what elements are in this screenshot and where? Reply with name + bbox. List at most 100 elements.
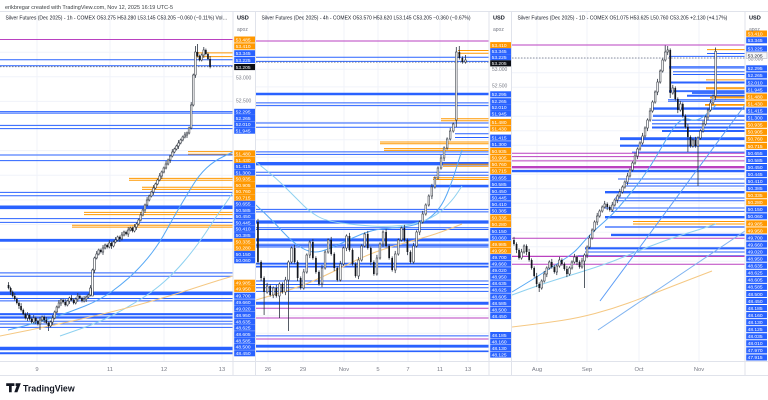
- svg-text:51.415: 51.415: [492, 136, 507, 142]
- svg-text:48.185: 48.185: [748, 306, 763, 312]
- svg-text:49.985: 49.985: [492, 242, 507, 248]
- svg-text:52.500: 52.500: [492, 84, 508, 90]
- svg-text:49.660: 49.660: [492, 262, 507, 268]
- svg-text:52.500: 52.500: [236, 99, 252, 105]
- svg-text:53.205: 53.205: [236, 65, 251, 71]
- svg-text:48.635: 48.635: [236, 319, 251, 325]
- svg-text:50.060: 50.060: [236, 258, 251, 264]
- svg-text:50.385: 50.385: [748, 186, 763, 192]
- svg-text:51.945: 51.945: [236, 129, 251, 135]
- svg-text:53.225: 53.225: [748, 46, 763, 52]
- svg-text:48.585: 48.585: [492, 301, 507, 307]
- svg-text:53.345: 53.345: [748, 38, 763, 44]
- svg-text:48.605: 48.605: [492, 294, 507, 300]
- svg-text:48.160: 48.160: [492, 339, 507, 345]
- svg-text:48.605: 48.605: [748, 278, 763, 284]
- svg-text:50.760: 50.760: [748, 137, 763, 143]
- svg-text:50.060: 50.060: [748, 214, 763, 220]
- svg-text:USD: USD: [237, 16, 249, 22]
- svg-text:48.500: 48.500: [748, 292, 763, 298]
- svg-text:52.010: 52.010: [236, 122, 251, 128]
- svg-text:50.585: 50.585: [492, 182, 507, 188]
- svg-text:Nov: Nov: [339, 367, 349, 373]
- svg-text:49.700: 49.700: [492, 255, 507, 261]
- svg-text:50.585: 50.585: [236, 208, 251, 214]
- svg-text:50.410: 50.410: [748, 179, 763, 185]
- svg-text:52.265: 52.265: [492, 99, 507, 105]
- svg-text:erikbregar created with Tradin: erikbregar created with TradingView.com,…: [5, 5, 173, 11]
- svg-text:USD: USD: [493, 16, 505, 22]
- svg-text:48.450: 48.450: [748, 299, 763, 305]
- svg-text:Sep: Sep: [582, 367, 592, 373]
- svg-text:7: 7: [406, 367, 409, 373]
- svg-text:50.335: 50.335: [492, 216, 507, 222]
- svg-text:51.430: 51.430: [236, 158, 251, 164]
- svg-text:53.205: 53.205: [492, 61, 507, 67]
- svg-text:5: 5: [376, 367, 379, 373]
- svg-text:48.585: 48.585: [236, 338, 251, 344]
- svg-text:49.950: 49.950: [236, 287, 251, 293]
- svg-text:Silver Futures (Dec 2025) - 4h: Silver Futures (Dec 2025) - 4h - COMEX O…: [262, 16, 471, 22]
- svg-text:50.715: 50.715: [492, 169, 507, 175]
- svg-text:52.295: 52.295: [748, 66, 763, 72]
- svg-text:48.625: 48.625: [236, 326, 251, 332]
- svg-text:50.280: 50.280: [492, 222, 507, 228]
- svg-text:13: 13: [465, 367, 471, 373]
- svg-text:50.715: 50.715: [236, 195, 251, 201]
- svg-text:11: 11: [107, 367, 113, 373]
- svg-text:26: 26: [265, 367, 271, 373]
- svg-text:52.295: 52.295: [492, 92, 507, 98]
- svg-text:49.020: 49.020: [748, 250, 763, 256]
- svg-text:50.905: 50.905: [236, 183, 251, 189]
- svg-text:51.480: 51.480: [492, 120, 507, 126]
- svg-text:50.450: 50.450: [748, 165, 763, 171]
- svg-text:50.335: 50.335: [236, 239, 251, 245]
- svg-text:50.585: 50.585: [748, 158, 763, 164]
- svg-text:53.410: 53.410: [492, 43, 507, 49]
- svg-text:51.415: 51.415: [748, 109, 763, 115]
- svg-text:52.010: 52.010: [492, 105, 507, 111]
- svg-text:50.935: 50.935: [236, 177, 251, 183]
- svg-text:52.295: 52.295: [236, 110, 251, 116]
- svg-text:13: 13: [219, 367, 225, 373]
- svg-text:48.605: 48.605: [236, 332, 251, 338]
- svg-text:48.635: 48.635: [492, 281, 507, 287]
- svg-text:50.410: 50.410: [236, 227, 251, 233]
- svg-text:50.385: 50.385: [236, 233, 251, 239]
- svg-text:USD: USD: [749, 16, 761, 22]
- svg-text:48.130: 48.130: [748, 320, 763, 326]
- svg-text:50.905: 50.905: [748, 130, 763, 136]
- svg-text:48.950: 48.950: [748, 257, 763, 263]
- svg-text:53.345: 53.345: [236, 51, 251, 57]
- svg-text:50.385: 50.385: [492, 209, 507, 215]
- svg-text:50.410: 50.410: [492, 202, 507, 208]
- svg-text:50.935: 50.935: [492, 149, 507, 155]
- svg-text:49.985: 49.985: [236, 281, 251, 287]
- svg-text:49.985: 49.985: [748, 221, 763, 227]
- svg-text:50.150: 50.150: [236, 252, 251, 258]
- svg-text:51.415: 51.415: [236, 164, 251, 170]
- svg-text:Silver Futures (Dec 2025) - 1h: Silver Futures (Dec 2025) - 1h - COMEX O…: [6, 16, 228, 22]
- svg-text:53.225: 53.225: [492, 55, 507, 61]
- svg-text:Oct: Oct: [634, 367, 643, 373]
- svg-text:48.160: 48.160: [748, 313, 763, 319]
- svg-text:53.345: 53.345: [492, 49, 507, 55]
- svg-text:apoz: apoz: [237, 27, 248, 33]
- svg-text:49.020: 49.020: [492, 268, 507, 274]
- svg-text:11: 11: [437, 367, 443, 373]
- svg-text:50.760: 50.760: [492, 162, 507, 168]
- svg-text:48.035: 48.035: [748, 334, 763, 340]
- svg-text:47.970: 47.970: [748, 348, 763, 354]
- svg-text:50.445: 50.445: [492, 195, 507, 201]
- svg-text:48.450: 48.450: [492, 314, 507, 320]
- svg-text:Silver Futures (Dec 2025) - 1D: Silver Futures (Dec 2025) - 1D - COMEX O…: [518, 16, 728, 22]
- svg-text:53.000: 53.000: [492, 67, 508, 73]
- svg-text:51.480: 51.480: [236, 151, 251, 157]
- svg-text:49.020: 49.020: [236, 307, 251, 313]
- svg-text:53.225: 53.225: [236, 58, 251, 64]
- svg-text:50.655: 50.655: [492, 176, 507, 182]
- svg-text:48.635: 48.635: [748, 264, 763, 270]
- svg-text:53.000: 53.000: [748, 57, 764, 63]
- svg-text:51.480: 51.480: [748, 94, 763, 100]
- svg-text:48.625: 48.625: [748, 271, 763, 277]
